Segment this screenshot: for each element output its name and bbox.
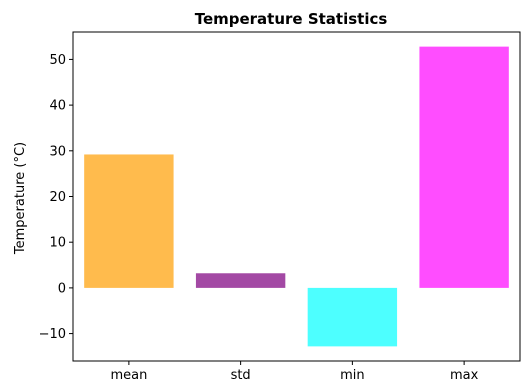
x-tick-label: std bbox=[231, 368, 251, 383]
y-tick-label: 40 bbox=[49, 99, 66, 114]
y-tick-label: 20 bbox=[49, 190, 66, 205]
x-tick-label: max bbox=[450, 368, 479, 383]
bar-std bbox=[195, 273, 286, 288]
bar-mean bbox=[84, 154, 174, 288]
chart-title: Temperature Statistics bbox=[195, 10, 388, 28]
y-axis-label: Temperature (°C) bbox=[13, 142, 28, 255]
bar-max bbox=[419, 46, 509, 288]
x-tick-label: mean bbox=[110, 368, 147, 383]
y-tick-label: 30 bbox=[49, 144, 66, 159]
bar-min bbox=[307, 287, 398, 347]
y-tick-label: −10 bbox=[39, 327, 66, 342]
x-tick-label: min bbox=[340, 368, 365, 383]
y-tick-label: 50 bbox=[49, 53, 66, 68]
y-tick-label: 10 bbox=[49, 236, 66, 251]
y-tick-label: 0 bbox=[58, 281, 66, 296]
plot-area: −10 0 10 20 30 40 50 mean std min max bbox=[39, 31, 521, 383]
